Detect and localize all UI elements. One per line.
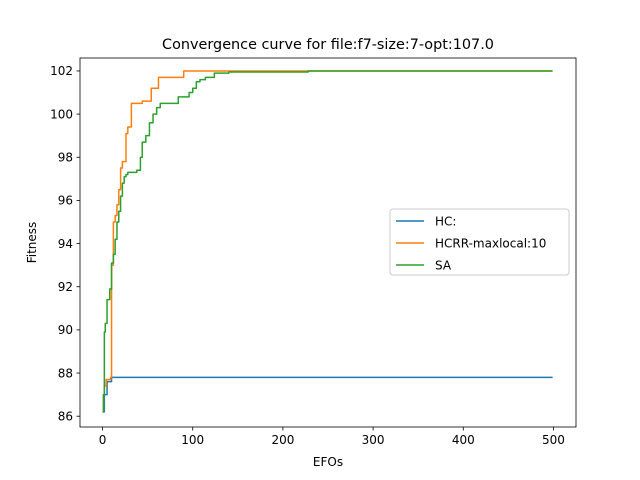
legend-label-2: SA: [435, 258, 452, 272]
y-tick-label: 100: [50, 107, 73, 121]
y-tick-label: 92: [58, 280, 73, 294]
y-tick-label: 98: [58, 151, 73, 165]
series-line-1: [102, 70, 553, 413]
x-axis: 0 100 200 300 400 500: [99, 427, 565, 447]
x-tick-label: 400: [452, 433, 475, 447]
x-tick-label: 0: [99, 433, 107, 447]
y-axis: 86 88 90 92 94 96 98 100 102: [50, 64, 80, 424]
y-tick-label: 96: [58, 194, 73, 208]
legend-box: [389, 208, 570, 276]
y-tick-label: 102: [50, 64, 73, 78]
legend-label-0: HC:: [435, 214, 456, 228]
x-tick-label: 100: [181, 433, 204, 447]
y-tick-label: 94: [58, 237, 73, 251]
x-tick-label: 300: [362, 433, 385, 447]
y-tick-label: 88: [58, 366, 73, 380]
legend-label-1: HCRR-maxlocal:10: [435, 236, 546, 250]
y-tick-label: 90: [58, 323, 73, 337]
y-axis-label: Fitness: [25, 222, 39, 264]
series-line-2: [102, 70, 553, 413]
x-axis-label: EFOs: [313, 455, 343, 469]
legend: HC: HCRR-maxlocal:10 SA: [389, 208, 570, 276]
plot-frame: [79, 57, 577, 428]
x-tick-label: 500: [542, 433, 565, 447]
x-tick-label: 200: [271, 433, 294, 447]
chart-title: Convergence curve for file:f7-size:7-opt…: [162, 37, 494, 53]
y-tick-label: 86: [58, 410, 73, 424]
